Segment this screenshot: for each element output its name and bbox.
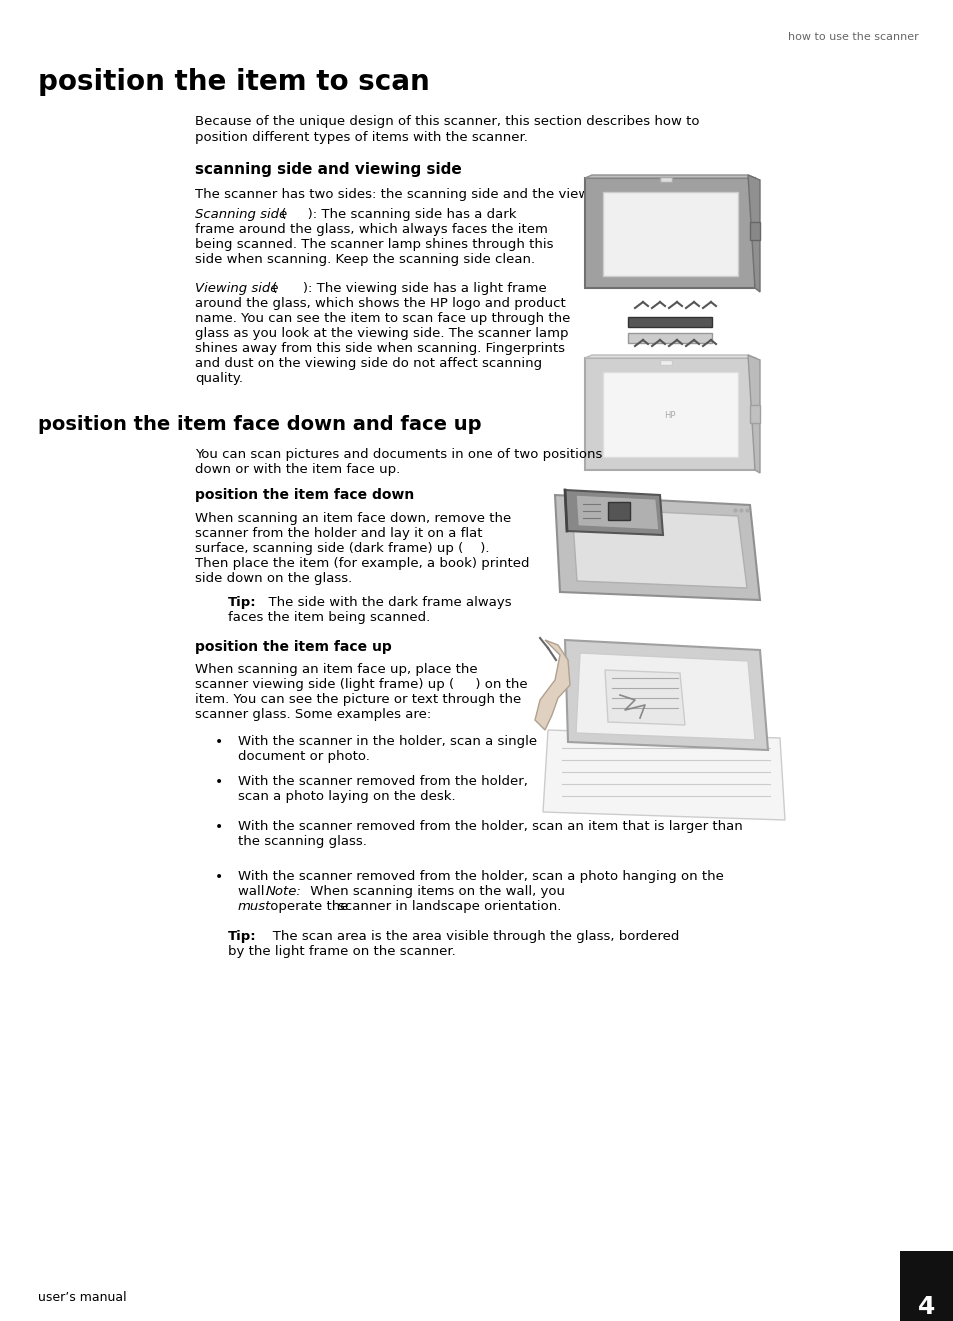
- Bar: [607, 502, 629, 520]
- Text: being scanned. The scanner lamp shines through this: being scanned. The scanner lamp shines t…: [194, 238, 553, 251]
- Polygon shape: [584, 355, 754, 358]
- Text: name. You can see the item to scan face up through the: name. You can see the item to scan face …: [194, 312, 570, 325]
- Text: Tip:: Tip:: [228, 930, 256, 943]
- Text: •: •: [214, 871, 223, 884]
- Text: Then place the item (for example, a book) printed: Then place the item (for example, a book…: [194, 557, 529, 569]
- Polygon shape: [604, 670, 684, 725]
- Text: must: must: [237, 900, 271, 913]
- Polygon shape: [572, 509, 746, 588]
- Text: When scanning an item face down, remove the: When scanning an item face down, remove …: [194, 513, 511, 524]
- Text: position the item face down: position the item face down: [194, 487, 414, 502]
- Text: •: •: [214, 820, 223, 834]
- Text: HP: HP: [663, 411, 675, 420]
- Text: The side with the dark frame always: The side with the dark frame always: [260, 596, 511, 609]
- Polygon shape: [747, 355, 760, 473]
- Bar: [627, 317, 711, 328]
- Text: shines away from this side when scanning. Fingerprints: shines away from this side when scanning…: [194, 342, 564, 355]
- Text: item. You can see the picture or text through the: item. You can see the picture or text th…: [194, 694, 520, 705]
- Text: position the item face up: position the item face up: [194, 639, 392, 654]
- Polygon shape: [576, 653, 754, 740]
- Text: document or photo.: document or photo.: [237, 750, 370, 764]
- Polygon shape: [576, 495, 659, 530]
- Text: how to use the scanner: how to use the scanner: [787, 32, 918, 42]
- Polygon shape: [555, 495, 760, 600]
- Text: scanner viewing side (light frame) up (     ) on the: scanner viewing side (light frame) up ( …: [194, 678, 527, 691]
- Text: surface, scanning side (dark frame) up (    ).: surface, scanning side (dark frame) up (…: [194, 542, 489, 555]
- Text: scanner in landscape orientation.: scanner in landscape orientation.: [337, 900, 560, 913]
- Text: scanner from the holder and lay it on a flat: scanner from the holder and lay it on a …: [194, 527, 482, 540]
- Text: scanner glass. Some examples are:: scanner glass. Some examples are:: [194, 708, 431, 721]
- Bar: [659, 177, 671, 182]
- Polygon shape: [584, 178, 754, 288]
- Polygon shape: [564, 639, 767, 750]
- Bar: [749, 222, 760, 240]
- Text: Viewing side: Viewing side: [194, 281, 278, 295]
- Text: When scanning items on the wall, you: When scanning items on the wall, you: [306, 885, 569, 898]
- Text: by the light frame on the scanner.: by the light frame on the scanner.: [228, 945, 456, 958]
- Text: 4: 4: [918, 1295, 935, 1318]
- Text: operate the: operate the: [266, 900, 348, 913]
- Text: With the scanner removed from the holder, scan a photo hanging on the: With the scanner removed from the holder…: [237, 871, 723, 882]
- Bar: [627, 333, 711, 343]
- Text: •: •: [214, 734, 223, 749]
- Text: position the item to scan: position the item to scan: [38, 67, 429, 96]
- Text: (     ): The scanning side has a dark: ( ): The scanning side has a dark: [276, 207, 516, 221]
- Text: scanning side and viewing side: scanning side and viewing side: [194, 162, 461, 177]
- Text: Note:: Note:: [266, 885, 301, 898]
- Text: With the scanner removed from the holder,: With the scanner removed from the holder…: [237, 775, 527, 789]
- Text: side down on the glass.: side down on the glass.: [194, 572, 352, 585]
- Text: •: •: [214, 775, 223, 789]
- Polygon shape: [564, 490, 662, 535]
- Text: frame around the glass, which always faces the item: frame around the glass, which always fac…: [194, 223, 547, 236]
- Bar: [899, 1251, 953, 1321]
- Polygon shape: [602, 192, 738, 276]
- Bar: [659, 361, 671, 365]
- Polygon shape: [584, 358, 754, 470]
- Text: Tip:: Tip:: [228, 596, 256, 609]
- Bar: [749, 406, 760, 423]
- Text: position the item face down and face up: position the item face down and face up: [38, 415, 481, 435]
- Text: quality.: quality.: [194, 373, 243, 384]
- Text: The scanner has two sides: the scanning side and the viewing side:: The scanner has two sides: the scanning …: [194, 188, 645, 201]
- Text: With the scanner removed from the holder, scan an item that is larger than: With the scanner removed from the holder…: [237, 820, 742, 834]
- Text: faces the item being scanned.: faces the item being scanned.: [228, 612, 430, 624]
- Text: position different types of items with the scanner.: position different types of items with t…: [194, 131, 527, 144]
- Text: scan a photo laying on the desk.: scan a photo laying on the desk.: [237, 790, 456, 803]
- Text: down or with the item face up.: down or with the item face up.: [194, 462, 400, 476]
- Text: and dust on the viewing side do not affect scanning: and dust on the viewing side do not affe…: [194, 357, 541, 370]
- Polygon shape: [602, 373, 738, 457]
- Text: Scanning side: Scanning side: [194, 207, 287, 221]
- Polygon shape: [542, 731, 784, 820]
- Text: You can scan pictures and documents in one of two positions: with the item face: You can scan pictures and documents in o…: [194, 448, 732, 461]
- Polygon shape: [747, 174, 760, 292]
- Text: user’s manual: user’s manual: [38, 1291, 127, 1304]
- Text: wall.: wall.: [237, 885, 273, 898]
- Text: glass as you look at the viewing side. The scanner lamp: glass as you look at the viewing side. T…: [194, 328, 568, 339]
- Text: Because of the unique design of this scanner, this section describes how to: Because of the unique design of this sca…: [194, 115, 699, 128]
- Text: the scanning glass.: the scanning glass.: [237, 835, 367, 848]
- Text: The scan area is the area visible through the glass, bordered: The scan area is the area visible throug…: [260, 930, 679, 943]
- Text: With the scanner in the holder, scan a single: With the scanner in the holder, scan a s…: [237, 734, 537, 748]
- Polygon shape: [584, 174, 754, 178]
- Text: around the glass, which shows the HP logo and product: around the glass, which shows the HP log…: [194, 297, 565, 310]
- Text: side when scanning. Keep the scanning side clean.: side when scanning. Keep the scanning si…: [194, 254, 535, 266]
- Polygon shape: [535, 639, 569, 731]
- Text: (      ): The viewing side has a light frame: ( ): The viewing side has a light frame: [268, 281, 546, 295]
- Text: When scanning an item face up, place the: When scanning an item face up, place the: [194, 663, 477, 676]
